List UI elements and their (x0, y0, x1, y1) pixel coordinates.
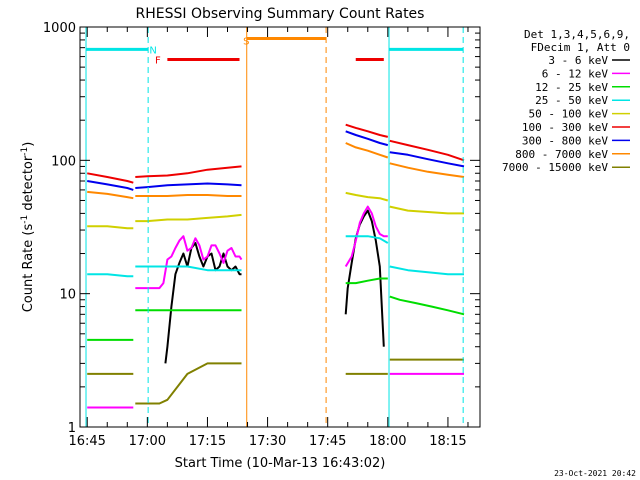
series-2-segment-3 (389, 295, 465, 316)
legend-label-3: 25 - 50 keV (535, 94, 608, 107)
series-5-segment-3 (389, 139, 465, 162)
series-0-segment-1 (344, 209, 385, 347)
legend-label-5: 100 - 300 keV (522, 121, 608, 134)
axis-layer: 1 10 100 1000 16:45 17:00 17:15 17:30 17:45 18:00… (43, 21, 480, 449)
series-3-segment-0 (87, 273, 134, 278)
y-axis-label-part: Count Rate (s (21, 224, 36, 313)
series-3-segment-1 (135, 265, 242, 272)
legend-label-0: 3 - 6 keV (548, 54, 608, 67)
x-tick-label: 18:00 (369, 434, 406, 449)
x-tick-label: 17:15 (189, 434, 226, 449)
series-6-segment-0 (87, 180, 134, 191)
y-axis-label-part: ) (21, 142, 36, 147)
x-axis-label: Start Time (10-Mar-13 16:43:02) (175, 456, 386, 471)
y-axis-label: Count Rate (s-1 detector-1) (20, 142, 36, 313)
y-tick-label: 1 (68, 421, 76, 436)
state-letter-1: F (155, 56, 161, 67)
legend-label-1: 6 - 12 keV (542, 67, 609, 80)
series-6-segment-3 (389, 151, 465, 168)
series-6-segment-2 (345, 130, 389, 147)
plot-frame (79, 26, 481, 428)
state-letter-2: S (243, 37, 249, 48)
y-axis-label-part: detector (21, 155, 36, 215)
series-7-segment-0 (87, 190, 134, 200)
series-8-segment-1 (135, 362, 242, 405)
x-tick-label: 17:45 (309, 434, 346, 449)
series-3-segment-3 (389, 265, 464, 276)
series-7-segment-2 (345, 142, 389, 159)
series-7-segment-3 (389, 162, 465, 178)
annotation-layer: NF S (85, 27, 464, 427)
legend-header-1: FDecim 1, Att 0 (531, 41, 630, 54)
series-5-segment-1 (135, 165, 242, 178)
legend-label-4: 50 - 100 keV (529, 108, 609, 121)
series-2-segment-2 (345, 277, 388, 285)
series-4-segment-3 (389, 205, 464, 215)
series-7-segment-1 (135, 194, 242, 197)
y-axis-label-part: -1 (20, 215, 30, 224)
x-tick-label: 18:15 (429, 434, 466, 449)
series-1-segment-2 (344, 205, 388, 268)
x-tick-label: 17:30 (249, 434, 286, 449)
x-tick-label: 16:45 (68, 434, 105, 449)
y-tick-label: 1000 (43, 21, 76, 36)
footer-date: 23-Oct-2021 20:42 (554, 469, 636, 478)
x-tick-label: 17:00 (129, 434, 166, 449)
legend: Det 1,3,4,5,6,9,FDecim 1, Att 03 - 6 keV… (502, 28, 630, 174)
series-4-segment-1 (135, 213, 242, 223)
chart-title: RHESSI Observing Summary Count Rates (136, 6, 425, 22)
series-4-segment-0 (87, 225, 134, 230)
series-5-segment-0 (87, 172, 134, 184)
series-3-segment-2 (345, 235, 389, 244)
legend-label-7: 800 - 7000 keV (515, 148, 608, 161)
series-5-segment-2 (345, 123, 389, 138)
series-0-segment-0 (164, 242, 242, 364)
state-letter-0: N (149, 45, 156, 56)
y-tick-label: 100 (51, 154, 76, 169)
y-tick-label: 10 (59, 288, 76, 303)
series-1-segment-1 (135, 235, 243, 290)
legend-label-8: 7000 - 15000 keV (502, 161, 608, 174)
series-layer (87, 123, 465, 409)
series-6-segment-1 (135, 182, 242, 189)
legend-header-0: Det 1,3,4,5,6,9, (524, 28, 630, 41)
y-axis-label-part: -1 (20, 147, 30, 156)
series-4-segment-2 (345, 191, 389, 202)
legend-label-6: 300 - 800 keV (522, 134, 608, 147)
legend-label-2: 12 - 25 keV (535, 81, 608, 94)
